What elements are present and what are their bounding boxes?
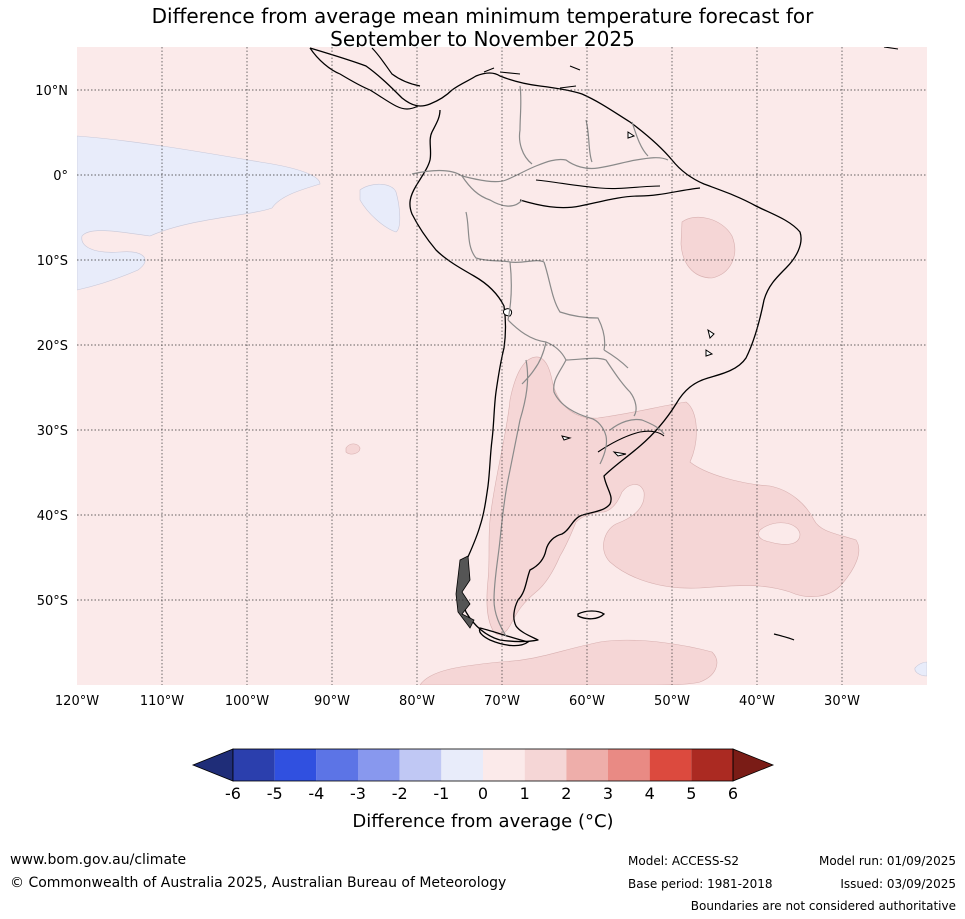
colorbar-segment — [566, 749, 608, 781]
south-georgia — [773, 633, 795, 641]
lat-label: 10°S — [37, 254, 68, 269]
colorbar-segment — [358, 749, 400, 781]
colorbar-segment — [524, 749, 567, 781]
lon-label: 100°W — [225, 694, 269, 709]
footer-disclaimer: Boundaries are not considered authoritat… — [690, 899, 956, 913]
colorbar-segment — [399, 749, 442, 781]
footer-copyright: © Commonwealth of Australia 2025, Austra… — [10, 875, 507, 891]
colorbar-segment — [691, 749, 733, 781]
colorbar-tick-label: -3 — [350, 784, 366, 803]
country-borders — [411, 85, 669, 637]
cool-anomaly-region — [77, 135, 321, 291]
colorbar-tick-label: 4 — [645, 784, 655, 803]
parana-river — [597, 430, 665, 453]
chile-fjords — [455, 555, 475, 629]
colorbar-segment — [608, 749, 650, 781]
colorbar-tick-label: 1 — [520, 784, 530, 803]
lon-label: 80°W — [399, 694, 435, 709]
colorbar-tick-label: 6 — [728, 784, 738, 803]
colorbar-label: Difference from average (°C) — [352, 811, 613, 832]
colorbar-tick-label: -4 — [308, 784, 324, 803]
warm-anomaly-brazil — [680, 216, 736, 279]
warm-anomaly-argentina-atlantic — [486, 356, 860, 635]
colorbar-tick-label: -1 — [433, 784, 449, 803]
lon-label: 90°W — [314, 694, 350, 709]
footer-url: www.bom.gov.au/climate — [10, 852, 187, 868]
lon-label: 70°W — [484, 694, 520, 709]
colorbar-tick-label: 5 — [686, 784, 696, 803]
lon-label: 60°W — [569, 694, 605, 709]
lat-label: 10°N — [35, 84, 68, 99]
lat-label: 20°S — [37, 339, 68, 354]
colorbar-tick-label: 0 — [478, 784, 488, 803]
colorbar-over-arrow — [732, 748, 775, 782]
colorbar-segment — [649, 749, 692, 781]
lon-label: 110°W — [140, 694, 184, 709]
colorbar-segment — [483, 749, 525, 781]
lat-label: 0° — [53, 169, 68, 184]
south-america-coastline — [309, 47, 802, 643]
map-title-line-1: Difference from average mean minimum tem… — [151, 4, 814, 28]
lon-label: 30°W — [824, 694, 860, 709]
colorbar-segment — [316, 749, 358, 781]
graticule — [77, 47, 927, 685]
inland-lakes — [561, 131, 715, 457]
colorbar-segment — [274, 749, 317, 781]
lat-label: 30°S — [37, 424, 68, 439]
lon-label: 40°W — [739, 694, 775, 709]
colorbar-segment — [441, 749, 483, 781]
warm-anomaly-southern-ocean — [419, 639, 718, 685]
colorbar-tick-label: -5 — [267, 784, 283, 803]
colorbar-frame — [232, 748, 734, 782]
cool-anomaly-corner — [914, 661, 927, 677]
colorbar-under-arrow — [191, 748, 234, 782]
colorbar-segment — [233, 749, 275, 781]
caribbean-islands — [483, 47, 899, 89]
map-title-line-2: September to November 2025 — [330, 27, 635, 51]
colorbar-tick-label: -6 — [225, 784, 241, 803]
footer-model-run: Model run: 01/09/2025 — [818, 854, 956, 868]
lat-label: 50°S — [37, 594, 68, 609]
colorbar-tick-label: 3 — [603, 784, 613, 803]
central-america-coastline — [309, 47, 421, 110]
lon-label: 50°W — [654, 694, 690, 709]
colorbar-tick-label: 2 — [561, 784, 571, 803]
falkland-islands — [577, 610, 606, 620]
cool-anomaly-islet — [359, 183, 401, 233]
footer-base-period: Base period: 1981-2018 — [628, 877, 773, 891]
orinoco-river — [535, 179, 661, 190]
tierra-del-fuego — [478, 627, 530, 647]
lat-label: 40°S — [37, 509, 68, 524]
colorbar — [191, 748, 775, 782]
footer-issued: Issued: 03/09/2025 — [840, 877, 956, 891]
lake-titicaca — [503, 308, 513, 317]
warm-anomaly-small — [345, 443, 361, 455]
colorbar-tick-label: -2 — [392, 784, 408, 803]
lon-label: 120°W — [55, 694, 99, 709]
amazon-river — [519, 187, 701, 209]
uruguay-border — [609, 418, 665, 435]
footer-model: Model: ACCESS-S2 — [628, 854, 740, 868]
warm-anomaly-hole — [758, 522, 801, 545]
